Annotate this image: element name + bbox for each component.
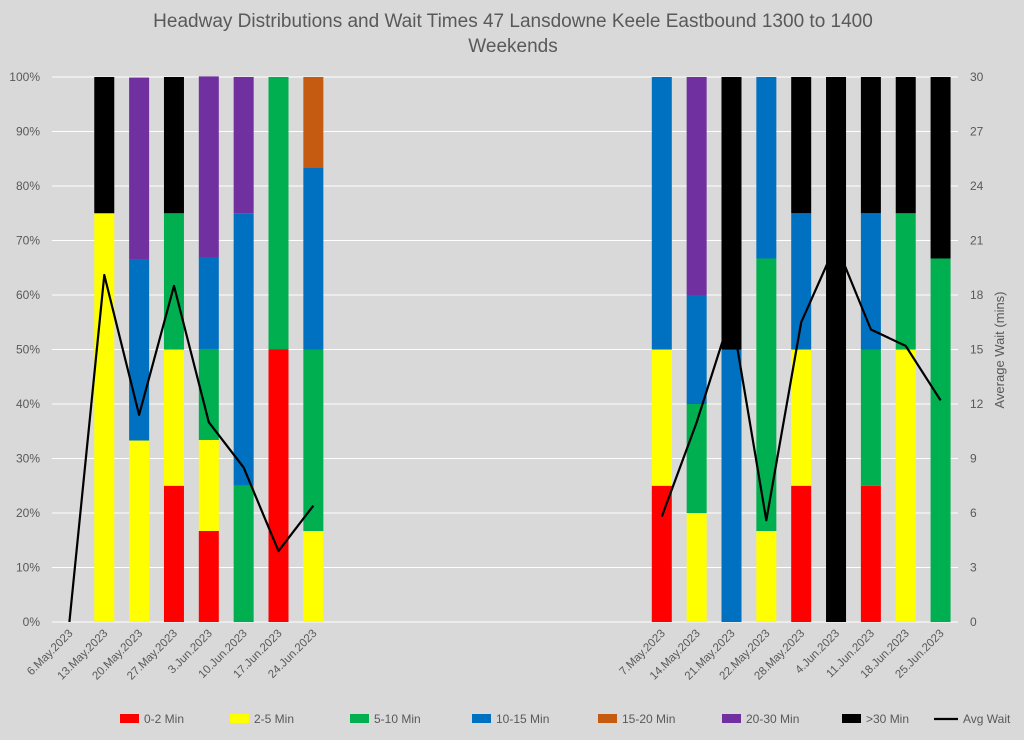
bar-segment	[895, 349, 916, 622]
legend-swatch	[842, 714, 861, 723]
avg-wait-line-segment	[660, 243, 942, 522]
bar-segment	[651, 349, 672, 486]
y2-tick-label: 21	[970, 234, 984, 248]
bar-segment	[198, 439, 219, 531]
bar-segment	[930, 258, 951, 622]
legend: 0-2 Min 2-5 Min 5-10 Min 10-15 Min 15-20 Min…	[120, 712, 1011, 726]
legend-swatch	[598, 714, 617, 723]
bar-segment	[860, 485, 881, 622]
legend-swatch	[722, 714, 741, 723]
y-axis-ticks: 0% 10% 20% 30% 40% 50% 60% 70% 80% 90% 100%	[9, 70, 40, 629]
y-tick-label: 70%	[16, 234, 40, 248]
bar-segment	[756, 258, 777, 531]
bars	[94, 76, 951, 622]
bar-segment	[791, 349, 812, 486]
legend-label: 15-20 Min	[622, 712, 675, 726]
bar-segment	[721, 77, 742, 350]
bar-segment	[163, 349, 184, 486]
bar-segment	[826, 77, 847, 622]
bar-segment	[686, 404, 707, 513]
bar-segment	[303, 530, 324, 622]
y2-tick-label: 27	[970, 125, 984, 139]
bar-segment	[791, 77, 812, 214]
legend-swatch	[120, 714, 139, 723]
legend-label: 2-5 Min	[254, 712, 294, 726]
bar-segment	[268, 77, 289, 350]
bar-segment	[163, 213, 184, 350]
bar-segment	[233, 485, 254, 622]
y2-axis-title: Average Wait (mins)	[992, 291, 1007, 408]
bar-segment	[721, 349, 742, 622]
bar-segment	[198, 76, 219, 258]
y2-tick-label: 9	[970, 452, 977, 466]
bar-segment	[686, 295, 707, 404]
bar-segment	[198, 530, 219, 622]
legend-label: >30 Min	[866, 712, 909, 726]
y2-tick-label: 18	[970, 288, 984, 302]
legend-label: 20-30 Min	[746, 712, 799, 726]
bar-segment	[233, 77, 254, 214]
bar-segment	[233, 213, 254, 486]
y2-tick-label: 15	[970, 343, 984, 357]
bar-segment	[651, 77, 672, 350]
y-tick-label: 20%	[16, 506, 40, 520]
bar-segment	[895, 213, 916, 350]
y2-tick-label: 6	[970, 506, 977, 520]
y-tick-label: 10%	[16, 561, 40, 575]
legend-label: 0-2 Min	[144, 712, 184, 726]
y2-tick-label: 30	[970, 70, 984, 84]
legend-swatch	[350, 714, 369, 723]
bar-segment	[163, 485, 184, 622]
y2-axis-ticks: 0 3 6 9 12 15 18 21 24 27 30	[970, 70, 984, 629]
y-tick-label: 50%	[16, 343, 40, 357]
bar-segment	[756, 530, 777, 622]
chart-title: Headway Distributions and Wait Times 47 …	[153, 11, 873, 32]
y2-tick-label: 0	[970, 615, 977, 629]
bar-segment	[791, 213, 812, 350]
y-tick-label: 30%	[16, 452, 40, 466]
y-tick-label: 60%	[16, 288, 40, 302]
y-tick-label: 0%	[23, 615, 41, 629]
avg-wait-line-segment	[68, 273, 315, 623]
bar-segment	[303, 349, 324, 531]
legend-swatch	[230, 714, 249, 723]
bar-segment	[686, 77, 707, 295]
bar-segment	[94, 77, 115, 214]
y-tick-label: 100%	[9, 70, 40, 84]
bar-segment	[756, 77, 777, 259]
avg-wait-line	[68, 243, 942, 623]
bar-segment	[129, 77, 150, 260]
bar-segment	[303, 168, 324, 350]
legend-label: 5-10 Min	[374, 712, 421, 726]
legend-swatch	[472, 714, 491, 723]
bar-segment	[268, 349, 289, 622]
bar-segment	[895, 77, 916, 214]
bar-segment	[686, 513, 707, 622]
y2-tick-label: 12	[970, 397, 984, 411]
bar-segment	[129, 440, 150, 622]
bar-segment	[791, 485, 812, 622]
bar-segment	[930, 77, 951, 259]
bar-segment	[860, 349, 881, 486]
y2-tick-label: 3	[970, 561, 977, 575]
y-tick-label: 40%	[16, 397, 40, 411]
legend-label: 10-15 Min	[496, 712, 549, 726]
chart-subtitle: Weekends	[468, 36, 557, 57]
y-tick-label: 90%	[16, 125, 40, 139]
y-tick-label: 80%	[16, 179, 40, 193]
bar-segment	[303, 77, 324, 169]
legend-label: Avg Wait	[963, 712, 1011, 726]
gridlines	[52, 76, 958, 623]
bar-segment	[198, 348, 219, 440]
bar-segment	[860, 77, 881, 214]
y2-tick-label: 24	[970, 179, 984, 193]
bar-segment	[163, 77, 184, 214]
bar-segment	[198, 257, 219, 349]
category-labels: 6.May.202313.May.202320.May.202327.May.2…	[25, 628, 947, 683]
bar-segment	[651, 485, 672, 622]
